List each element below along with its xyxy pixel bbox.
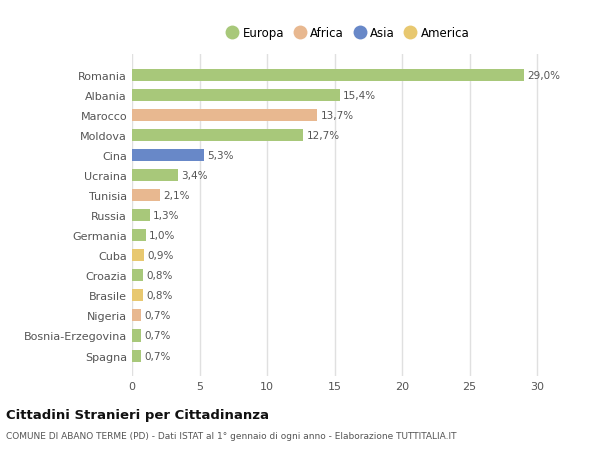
Text: 1,0%: 1,0% [149, 231, 175, 241]
Bar [132, 310, 142, 322]
Bar [132, 70, 523, 82]
Text: 0,7%: 0,7% [145, 331, 171, 341]
Text: 0,9%: 0,9% [148, 251, 174, 261]
Bar [132, 270, 143, 282]
Text: 1,3%: 1,3% [153, 211, 179, 221]
Text: 0,7%: 0,7% [145, 351, 171, 361]
Text: 0,7%: 0,7% [145, 311, 171, 321]
Text: 3,4%: 3,4% [181, 171, 208, 181]
Bar [132, 130, 304, 142]
Text: 0,8%: 0,8% [146, 271, 173, 281]
Text: Cittadini Stranieri per Cittadinanza: Cittadini Stranieri per Cittadinanza [6, 408, 269, 421]
Bar [132, 250, 144, 262]
Bar [132, 110, 317, 122]
Bar [132, 350, 142, 362]
Bar [132, 90, 340, 102]
Text: 5,3%: 5,3% [207, 151, 233, 161]
Legend: Europa, Africa, Asia, America: Europa, Africa, Asia, America [221, 22, 475, 45]
Text: 29,0%: 29,0% [527, 71, 560, 81]
Bar [132, 230, 146, 242]
Bar [132, 190, 160, 202]
Text: 2,1%: 2,1% [164, 191, 190, 201]
Text: 15,4%: 15,4% [343, 91, 376, 101]
Bar [132, 150, 203, 162]
Text: 13,7%: 13,7% [320, 111, 353, 121]
Bar [132, 290, 143, 302]
Bar [132, 210, 149, 222]
Text: 12,7%: 12,7% [307, 131, 340, 141]
Text: COMUNE DI ABANO TERME (PD) - Dati ISTAT al 1° gennaio di ogni anno - Elaborazion: COMUNE DI ABANO TERME (PD) - Dati ISTAT … [6, 431, 457, 440]
Bar [132, 330, 142, 342]
Bar [132, 170, 178, 182]
Text: 0,8%: 0,8% [146, 291, 173, 301]
